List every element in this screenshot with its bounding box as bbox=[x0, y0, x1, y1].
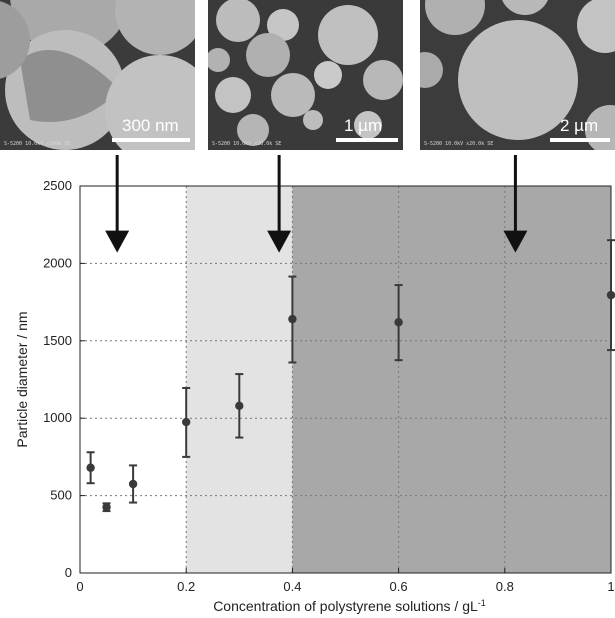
x-axis-label: Concentration of polystyrene solutions /… bbox=[213, 598, 486, 614]
x-tick-label: 0.8 bbox=[496, 579, 514, 594]
data-point bbox=[86, 463, 95, 472]
plot-frame bbox=[79, 185, 612, 574]
region-band-0 bbox=[80, 186, 187, 573]
region-band-2 bbox=[292, 186, 611, 573]
concentration-regions bbox=[80, 186, 611, 573]
sem-image-large-particles: 2 µm S-5200 10.0kV x20.0k SE bbox=[420, 0, 615, 150]
data-point bbox=[288, 314, 297, 324]
data-point bbox=[606, 290, 615, 300]
x-tick-label: 0.6 bbox=[390, 579, 408, 594]
grid-lines bbox=[80, 186, 611, 573]
x-tick-label: 1 bbox=[607, 579, 614, 594]
sem-image-small-particles: 300 nm S-5200 10.0kV x100k SE bbox=[0, 0, 195, 150]
arrows bbox=[105, 155, 528, 253]
data-point bbox=[182, 417, 191, 427]
x-axis-label-text: Concentration of polystyrene solutions /… bbox=[213, 598, 478, 614]
y-tick-label: 0 bbox=[65, 565, 72, 580]
x-tick-label: 0 bbox=[76, 579, 83, 594]
x-axis-label-superscript: -1 bbox=[478, 598, 486, 608]
sem-micrograph bbox=[420, 0, 615, 150]
y-tick-label: 500 bbox=[50, 488, 72, 503]
arrow-head bbox=[105, 230, 130, 253]
scale-bar-label: 300 nm bbox=[122, 116, 179, 135]
sem-micrograph bbox=[208, 0, 403, 150]
data-series bbox=[86, 239, 615, 513]
sem-metadata: S-5200 10.0kV x20.0k SE bbox=[212, 141, 282, 147]
sem-image-medium-particles: 1 µm S-5200 10.0kV x20.0k SE bbox=[208, 0, 403, 150]
arrow-head bbox=[503, 230, 528, 253]
sem-metadata: S-5200 10.0kV x20.0k SE bbox=[424, 141, 494, 147]
scale-bar-label: 1 µm bbox=[344, 116, 383, 135]
y-tick-label: 2000 bbox=[43, 255, 72, 270]
sem-micrograph bbox=[0, 0, 195, 150]
x-tick-label: 0.2 bbox=[177, 579, 195, 594]
data-point bbox=[102, 503, 111, 512]
scale-bar bbox=[112, 138, 190, 142]
scale-bar bbox=[336, 138, 398, 142]
data-point bbox=[394, 318, 403, 327]
x-tick-label: 0.4 bbox=[283, 579, 301, 594]
y-tick-label: 1500 bbox=[43, 333, 72, 348]
scale-bar-label: 2 µm bbox=[560, 116, 599, 135]
arrow-head bbox=[267, 230, 292, 253]
sem-metadata: S-5200 10.0kV x100k SE bbox=[4, 141, 71, 147]
data-point bbox=[128, 479, 138, 489]
y-tick-label: 1000 bbox=[43, 410, 72, 425]
scale-bar bbox=[550, 138, 610, 142]
particle-diameter-chart: 0 500 1000 1500 2000 2500 0 0.2 0.4 0.6 0.8 1 Parti… bbox=[14, 155, 615, 614]
axis-ticks: 0 500 1000 1500 2000 2500 0 0.2 0.4 0.6 0.8 1 bbox=[43, 178, 615, 594]
data-point bbox=[235, 401, 244, 411]
y-tick-label: 2500 bbox=[43, 178, 72, 193]
y-axis-label: Particle diameter / nm bbox=[14, 311, 30, 447]
